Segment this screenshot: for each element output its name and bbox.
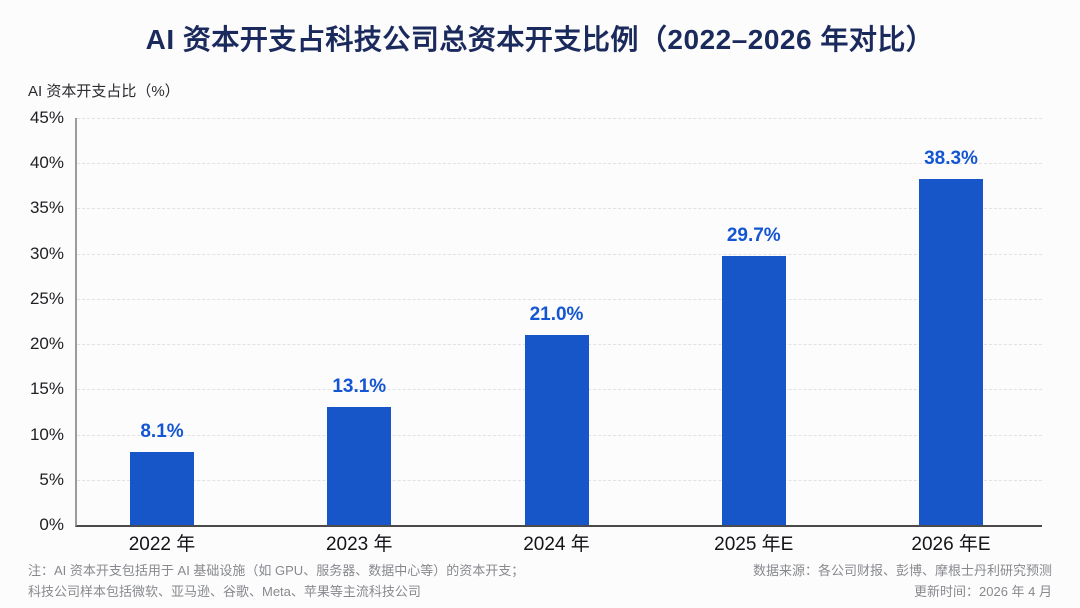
gridline-45 <box>77 118 1042 119</box>
y-tick-label-20: 20% <box>29 334 64 354</box>
x-tick-label-2024年: 2024 年 <box>523 534 590 555</box>
value-label-38.3%: 38.3% <box>924 148 978 169</box>
x-tick-label-2026年E: 2026 年E <box>911 534 991 555</box>
y-tick-label-15: 15% <box>29 379 64 399</box>
footnote-line-2: 科技公司样本包括微软、亚马逊、谷歌、Meta、苹果等主流科技公司 <box>28 584 421 599</box>
x-tick-label-2025年E: 2025 年E <box>714 534 794 555</box>
footnote-source: 数据来源：各公司财报、彭博、摩根士丹利研究预测 更新时间：2026 年 4 月 <box>753 560 1052 602</box>
value-label-8.1%: 8.1% <box>140 421 184 442</box>
footnote-line-1: AI 资本开支包括用于 AI 基础设施（如 GPU、服务器、数据中心等）的资本开… <box>54 563 525 578</box>
y-tick-label-30: 30% <box>29 243 64 263</box>
value-label-21.0%: 21.0% <box>529 304 584 325</box>
bar-2026年E <box>919 179 983 525</box>
y-tick-label-40: 40% <box>29 153 64 173</box>
footnote-notes: 注： AI 资本开支包括用于 AI 基础设施（如 GPU、服务器、数据中心等）的… <box>28 560 524 602</box>
x-tick-label-2023年: 2023 年 <box>325 534 393 555</box>
bar-2024年 <box>524 335 589 525</box>
gridline-35 <box>77 208 1042 210</box>
gridline-40 <box>77 163 1042 165</box>
gridline-25 <box>77 298 1042 300</box>
value-label-29.7%: 29.7% <box>726 225 781 246</box>
bar-2025年E <box>721 256 786 525</box>
y-tick-label-45: 45% <box>29 108 64 127</box>
plot-area: 0% 5% 10% 15% 20% 25% 30% 35% 40% 45% 8.1% 2022 年 13… <box>30 108 1042 555</box>
data-source-line: 数据来源：各公司财报、彭博、摩根士丹利研究预测 <box>752 563 1052 578</box>
y-tick-label-0: 0% <box>39 515 64 534</box>
bar-2023年 <box>327 407 392 525</box>
gridline-30 <box>77 253 1042 255</box>
value-label-13.1%: 13.1% <box>332 376 387 397</box>
update-time-line: 更新时间：2026 年 4 月 <box>914 584 1052 599</box>
bar-2022年 <box>130 452 194 525</box>
y-tick-label-10: 10% <box>29 424 64 444</box>
footnote-prefix: 注： <box>28 563 55 578</box>
chart-title: AI 资本开支占科技公司总资本开支比例（2022–2026 年对比） <box>145 24 935 55</box>
x-tick-label-2022年: 2022 年 <box>128 534 196 555</box>
y-tick-label-25: 25% <box>29 288 64 308</box>
y-tick-label-5: 5% <box>39 469 64 489</box>
y-axis-unit-label: AI 资本开支占比（%） <box>28 83 180 100</box>
y-tick-label-35: 35% <box>29 198 64 218</box>
